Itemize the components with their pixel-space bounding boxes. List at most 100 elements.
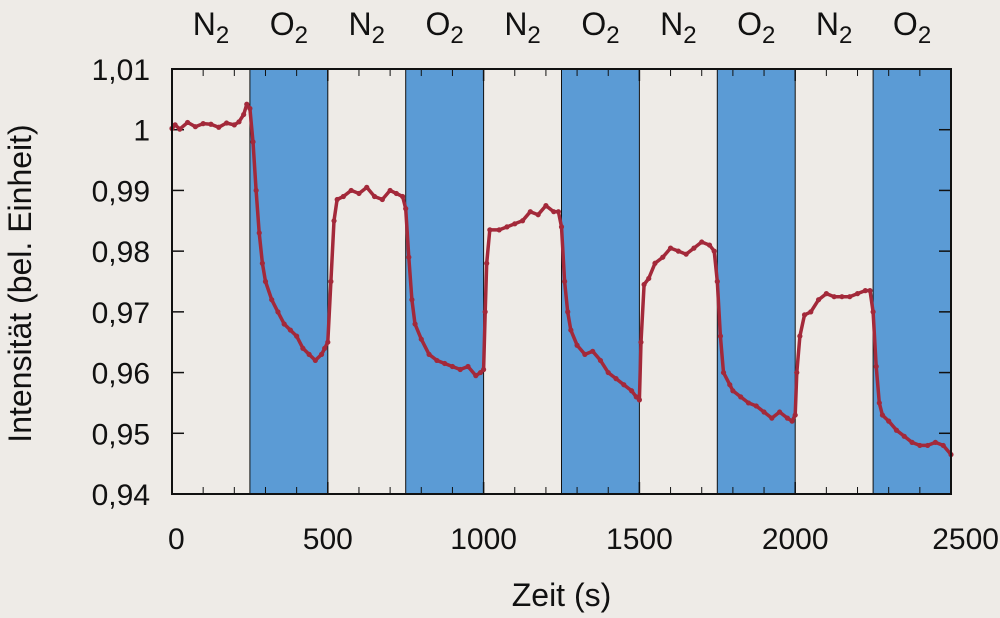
gas-label: N2: [816, 6, 852, 49]
gas-phase-band: [717, 69, 796, 494]
data-point: [256, 230, 262, 236]
gas-phase-band: [249, 69, 328, 494]
data-point: [244, 101, 250, 107]
gas-phase-band: [639, 69, 718, 494]
data-point: [801, 312, 808, 318]
data-point: [512, 221, 518, 227]
data-point: [847, 294, 853, 300]
gas-phase-band: [561, 69, 640, 494]
data-point: [356, 190, 362, 197]
data-point: [403, 206, 409, 212]
data-point: [426, 351, 432, 357]
data-point: [253, 187, 259, 194]
data-point: [683, 251, 689, 257]
x-tick-label: 1000: [450, 523, 517, 556]
data-point: [325, 339, 331, 345]
data-point: [854, 291, 861, 297]
data-point: [543, 203, 549, 209]
data-point: [223, 120, 230, 126]
data-point: [714, 278, 720, 285]
data-point: [527, 209, 533, 215]
axis-ticks: [171, 68, 952, 495]
data-point: [691, 245, 697, 251]
data-point: [558, 224, 565, 230]
data-point: [711, 248, 717, 254]
data-point: [797, 333, 803, 339]
data-point: [646, 275, 652, 282]
data-point: [823, 291, 829, 297]
data-point: [387, 187, 393, 194]
data-point: [717, 333, 724, 339]
data-point: [412, 321, 418, 327]
data-point: [745, 400, 752, 406]
data-point: [442, 360, 448, 367]
data-point: [177, 126, 183, 132]
gas-label: N2: [504, 6, 540, 49]
data-point: [379, 196, 385, 203]
data-point: [621, 382, 627, 388]
data-point: [409, 297, 415, 303]
gas-label: N2: [193, 6, 229, 49]
data-point: [720, 369, 727, 376]
x-tick-label: 2500: [932, 523, 999, 556]
data-point: [706, 242, 713, 248]
data-point: [629, 388, 635, 394]
data-point: [496, 227, 502, 233]
data-point: [769, 415, 775, 421]
data-point: [867, 288, 873, 294]
gas-phase-band: [172, 69, 250, 494]
data-point: [886, 418, 892, 424]
y-tick-label: 1,01: [92, 54, 150, 87]
data-point: [562, 278, 568, 285]
gas-phase-bands: [172, 69, 951, 494]
data-point: [269, 297, 275, 303]
gas-label: O2: [426, 6, 464, 49]
data-point: [876, 400, 882, 406]
data-point: [192, 124, 198, 130]
data-point: [294, 333, 300, 339]
data-point: [348, 187, 354, 194]
data-point: [551, 209, 557, 215]
data-point: [862, 288, 868, 294]
data-point: [393, 190, 399, 197]
data-point: [487, 227, 493, 233]
data-point: [334, 196, 340, 203]
data-point: [364, 184, 370, 190]
data-point: [473, 373, 479, 379]
gas-label: O2: [893, 6, 931, 49]
data-point: [200, 121, 206, 127]
data-point: [322, 345, 328, 351]
data-point: [808, 309, 814, 315]
gas-phase-band: [405, 69, 484, 494]
data-point: [481, 366, 487, 373]
data-point: [909, 439, 915, 445]
data-point: [172, 122, 178, 128]
data-point: [184, 119, 191, 126]
y-tick-label: 0,97: [92, 297, 150, 330]
data-point: [300, 345, 306, 351]
data-point: [318, 351, 325, 357]
data-point: [312, 357, 318, 364]
data-point: [789, 418, 795, 424]
y-tick-label: 0,99: [92, 175, 150, 208]
data-point: [699, 239, 705, 245]
x-axis-title: Zeit (s): [512, 577, 612, 613]
data-point: [831, 294, 837, 300]
data-point: [917, 442, 923, 449]
data-point: [504, 224, 510, 230]
data-point: [753, 403, 759, 409]
data-point: [777, 409, 783, 415]
data-point: [839, 294, 845, 300]
data-point: [287, 327, 294, 333]
data-point: [208, 121, 214, 127]
y-tick-label: 0,96: [92, 358, 150, 391]
data-point: [457, 366, 463, 373]
y-tick-label: 1: [133, 115, 150, 148]
data-point: [590, 348, 596, 354]
data-point: [231, 122, 237, 128]
data-point: [879, 412, 886, 418]
data-point: [901, 433, 907, 439]
data-point: [761, 409, 767, 415]
data-point: [565, 309, 571, 315]
data-point: [399, 193, 406, 200]
